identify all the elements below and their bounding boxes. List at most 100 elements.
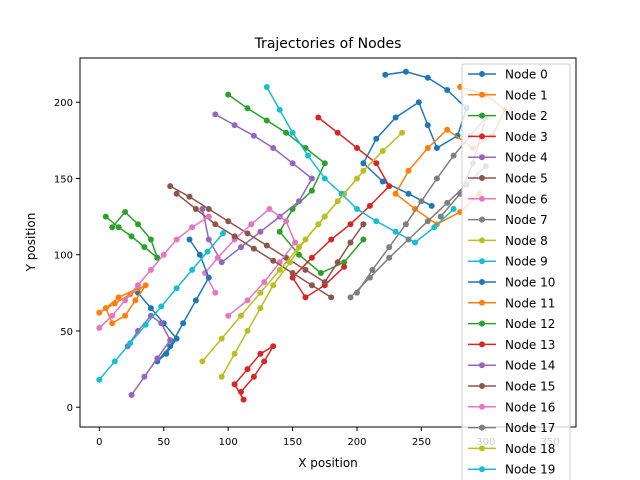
legend-label: Node 16 [505, 400, 555, 414]
data-point [122, 313, 128, 319]
data-point [167, 337, 173, 343]
x-tick-label: 50 [157, 437, 170, 448]
data-point [116, 224, 122, 230]
legend-label: Node 18 [505, 442, 555, 456]
legend-label: Node 10 [505, 276, 555, 290]
data-point [348, 221, 354, 227]
data-point [270, 145, 276, 151]
data-point [245, 366, 251, 372]
data-point [303, 267, 309, 273]
data-point [399, 130, 405, 136]
data-point [322, 160, 328, 166]
data-point [148, 237, 154, 243]
data-point [290, 160, 296, 166]
data-point [292, 240, 298, 246]
data-point [266, 206, 272, 212]
data-point [354, 176, 360, 182]
data-point [141, 374, 147, 380]
legend-marker [479, 321, 485, 327]
data-point [261, 358, 267, 364]
data-point [122, 209, 128, 215]
data-point [112, 358, 118, 364]
data-point [167, 183, 173, 189]
data-point [174, 191, 180, 197]
legend-marker [479, 425, 485, 431]
legend-marker [479, 217, 485, 223]
data-point [431, 224, 437, 230]
y-tick-label: 100 [54, 251, 73, 262]
data-point [341, 264, 347, 270]
data-point [373, 218, 379, 224]
data-point [264, 84, 270, 90]
legend: Node 0Node 1Node 2Node 3Node 4Node 5Node… [462, 64, 570, 480]
data-point [406, 168, 412, 174]
data-point [220, 230, 226, 236]
data-point [434, 176, 440, 182]
y-tick-label: 200 [54, 98, 73, 109]
data-point [219, 336, 225, 342]
data-point [373, 136, 379, 142]
data-point [103, 214, 109, 220]
data-point [245, 328, 251, 334]
legend-marker [479, 175, 485, 181]
data-point [148, 267, 154, 273]
data-point [444, 87, 450, 93]
data-point [335, 198, 341, 204]
legend-label: Node 8 [505, 234, 548, 248]
data-point [232, 122, 238, 128]
data-point [238, 313, 244, 319]
data-point [393, 191, 399, 197]
data-point [161, 252, 167, 258]
data-point [309, 176, 315, 182]
data-point [403, 221, 409, 227]
data-point [122, 297, 128, 303]
data-point [451, 206, 457, 212]
legend-marker [479, 196, 485, 202]
data-point [112, 301, 118, 307]
data-point [96, 377, 102, 383]
data-point [245, 297, 251, 303]
data-point [425, 75, 431, 81]
legend-label: Node 19 [505, 463, 555, 477]
x-tick-label: 250 [412, 437, 431, 448]
data-point [354, 206, 360, 212]
data-point [257, 351, 263, 357]
data-point [143, 282, 149, 288]
data-point [277, 267, 283, 273]
legend-label: Node 2 [505, 109, 548, 123]
data-point [418, 198, 424, 204]
data-point [135, 282, 141, 288]
data-point [380, 148, 386, 154]
data-point [109, 313, 115, 319]
data-point [225, 313, 231, 319]
data-point [296, 198, 302, 204]
data-point [206, 237, 212, 243]
data-point [206, 275, 212, 281]
data-point [187, 194, 193, 200]
legend-label: Node 7 [505, 213, 548, 227]
data-point [322, 279, 328, 285]
data-point [386, 255, 392, 261]
legend-marker [479, 404, 485, 410]
data-point [382, 72, 388, 78]
data-point [303, 294, 309, 300]
legend-label: Node 9 [505, 255, 548, 269]
data-point [257, 229, 263, 235]
data-point [132, 297, 138, 303]
legend-label: Node 15 [505, 380, 555, 394]
data-point [245, 105, 251, 111]
data-point [180, 320, 186, 326]
data-point [367, 275, 373, 281]
data-point [425, 122, 431, 128]
legend-marker [479, 258, 485, 264]
data-point [425, 218, 431, 224]
data-point [406, 191, 412, 197]
data-point [219, 259, 225, 265]
data-point [219, 374, 225, 380]
data-point [283, 218, 289, 224]
data-point [103, 305, 109, 311]
data-point [335, 259, 341, 265]
data-point [309, 282, 315, 288]
data-point [257, 290, 263, 296]
